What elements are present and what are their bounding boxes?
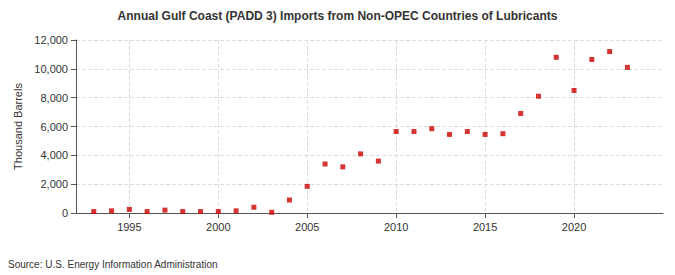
- svg-text:Thousand Barrels: Thousand Barrels: [12, 83, 24, 170]
- svg-text:2015: 2015: [473, 221, 497, 233]
- svg-text:2,000: 2,000: [40, 178, 68, 190]
- svg-text:2020: 2020: [562, 221, 586, 233]
- svg-text:2005: 2005: [295, 221, 319, 233]
- svg-text:1995: 1995: [117, 221, 141, 233]
- svg-text:8,000: 8,000: [40, 92, 68, 104]
- svg-text:0: 0: [62, 207, 68, 219]
- svg-text:4,000: 4,000: [40, 149, 68, 161]
- svg-text:Source: U.S. Energy Informatio: Source: U.S. Energy Information Administ…: [8, 259, 218, 270]
- svg-text:10,000: 10,000: [34, 63, 68, 75]
- svg-text:12,000: 12,000: [34, 34, 68, 46]
- svg-text:2010: 2010: [384, 221, 408, 233]
- svg-text:Annual Gulf Coast (PADD 3) Imp: Annual Gulf Coast (PADD 3) Imports from …: [118, 9, 558, 23]
- svg-text:2000: 2000: [206, 221, 230, 233]
- svg-text:6,000: 6,000: [40, 121, 68, 133]
